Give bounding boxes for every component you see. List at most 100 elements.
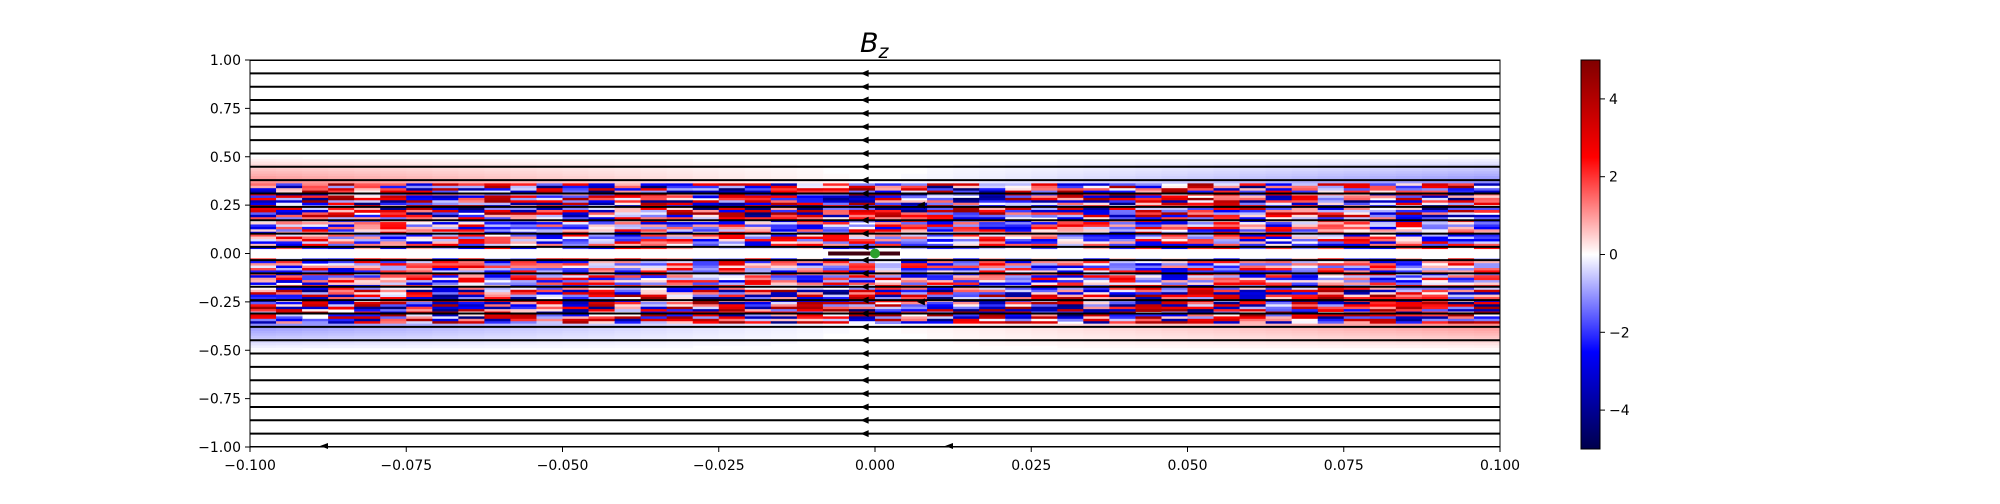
heatmap-cell: [354, 297, 381, 300]
heatmap-cell: [380, 289, 407, 293]
heatmap-cell: [953, 168, 980, 172]
heatmap-cell: [744, 190, 772, 194]
heatmap-cell: [979, 321, 1006, 325]
heatmap-cell: [302, 340, 329, 344]
heatmap-cell: [1473, 294, 1500, 298]
heatmap-cell: [536, 234, 563, 237]
heatmap-cell: [588, 209, 615, 213]
heatmap-cell: [1395, 168, 1423, 172]
heatmap-cell: [1187, 200, 1214, 204]
heatmap-cell: [536, 168, 563, 172]
heatmap-cell: [510, 241, 537, 245]
heatmap-cell: [1161, 173, 1188, 177]
heatmap-cell: [1213, 222, 1240, 225]
heatmap-cell: [1057, 275, 1084, 279]
heatmap-cell: [1005, 342, 1032, 346]
heatmap-cell: [666, 265, 694, 269]
heatmap-cell: [380, 328, 407, 332]
heatmap-cell: [484, 217, 511, 221]
heatmap-cell: [1473, 313, 1500, 317]
heatmap-cell: [1369, 180, 1397, 184]
heatmap-cell: [1083, 333, 1110, 337]
heatmap-cell: [562, 270, 589, 274]
heatmap-cell: [1343, 328, 1371, 332]
heatmap-cell: [979, 214, 1006, 218]
heatmap-cell: [432, 287, 459, 291]
heatmap-cell: [1395, 188, 1423, 192]
heatmap-cell: [1369, 330, 1397, 334]
heatmap-cell: [1057, 180, 1084, 184]
heatmap-cell: [1447, 263, 1475, 266]
heatmap-cell: [692, 297, 720, 300]
heatmap-cell: [406, 270, 433, 274]
heatmap-cell: [614, 185, 642, 189]
heatmap-cell: [250, 270, 277, 274]
heatmap-cell: [875, 289, 902, 293]
heatmap-cell: [1031, 340, 1058, 344]
heatmap-cell: [1421, 294, 1449, 298]
heatmap-cell: [614, 280, 642, 283]
heatmap-cell: [328, 313, 355, 317]
heatmap-cell: [328, 212, 355, 216]
heatmap-cell: [1291, 265, 1319, 269]
heatmap-cell: [1317, 313, 1345, 317]
heatmap-cell: [1161, 313, 1188, 317]
heatmap-cell: [1083, 234, 1110, 237]
heatmap-cell: [1031, 289, 1058, 293]
heatmap-cell: [1109, 195, 1136, 199]
heatmap-cell: [1057, 243, 1084, 247]
heatmap-cell: [718, 200, 746, 204]
heatmap-cell: [1213, 333, 1240, 337]
heatmap-cell: [1343, 222, 1371, 225]
heatmap-cell: [406, 161, 433, 165]
heatmap-cell: [1369, 195, 1397, 199]
heatmap-cell: [927, 176, 954, 179]
heatmap-cell: [640, 173, 668, 177]
heatmap-cell: [1135, 214, 1162, 218]
heatmap-cell: [1239, 313, 1267, 317]
heatmap-cell: [744, 316, 772, 320]
heatmap-cell: [562, 200, 589, 204]
heatmap-cell: [588, 265, 615, 269]
heatmap-cell: [614, 306, 642, 310]
heatmap-cell: [1005, 180, 1032, 184]
heatmap-cell: [1057, 241, 1084, 245]
heatmap-cell: [875, 260, 902, 264]
heatmap-cell: [354, 304, 381, 308]
heatmap-cell: [1317, 188, 1345, 192]
heatmap-cell: [1109, 229, 1136, 233]
heatmap-cell: [1109, 260, 1136, 264]
heatmap-cell: [1109, 222, 1136, 225]
heatmap-cell: [1343, 224, 1371, 228]
heatmap-cell: [1343, 234, 1371, 237]
heatmap-cell: [302, 282, 329, 286]
heatmap-cell: [1369, 282, 1397, 286]
heatmap-cell: [744, 161, 772, 165]
heatmap-cell: [484, 321, 511, 325]
heatmap-cell: [1135, 168, 1162, 172]
heatmap-cell: [588, 342, 615, 346]
heatmap-cell: [1031, 161, 1058, 165]
heatmap-cell: [302, 309, 329, 312]
heatmap-cell: [770, 304, 798, 308]
heatmap-cell: [1187, 226, 1214, 230]
heatmap-cell: [1369, 323, 1397, 327]
heatmap-cell: [718, 188, 746, 192]
heatmap-cell: [953, 222, 980, 225]
heatmap-cell: [953, 328, 980, 332]
heatmap-cell: [770, 289, 798, 293]
heatmap-cell: [1473, 243, 1500, 247]
heatmap-cell: [328, 166, 355, 170]
heatmap-cell: [1109, 323, 1136, 327]
heatmap-cell: [1057, 212, 1084, 216]
heatmap-cell: [250, 161, 277, 165]
heatmap-cell: [1317, 277, 1345, 281]
heatmap-cell: [1239, 185, 1267, 189]
heatmap-cell: [1291, 238, 1319, 242]
heatmap-cell: [1031, 197, 1058, 201]
heatmap-cell: [1109, 335, 1136, 339]
heatmap-cell: [1031, 306, 1058, 310]
heatmap-cell: [875, 313, 902, 317]
heatmap-cell: [666, 209, 694, 213]
heatmap-cell: [848, 195, 876, 199]
